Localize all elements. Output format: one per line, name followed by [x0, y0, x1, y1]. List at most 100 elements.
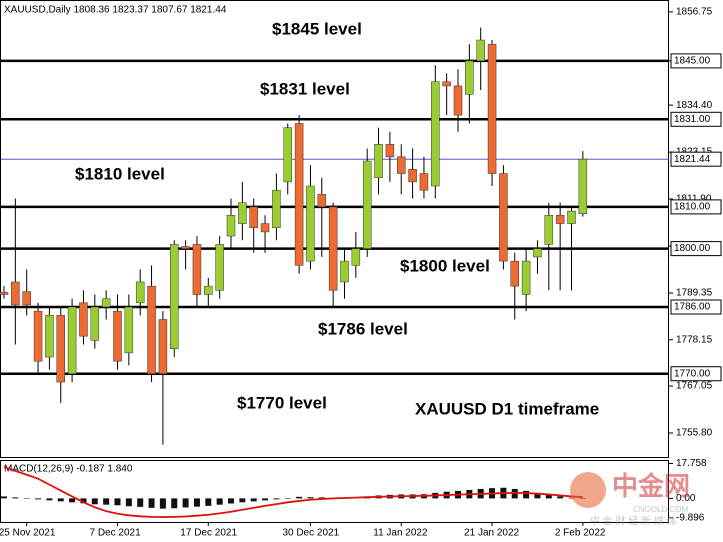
level-text: $1831 level: [260, 79, 350, 98]
macd-bar: [35, 498, 42, 500]
macd-bar: [250, 498, 257, 502]
level-text: $1786 level: [318, 319, 408, 338]
candle-body: [45, 315, 54, 358]
watermark-icon: [570, 472, 606, 508]
macd-bar: [103, 498, 110, 505]
x-tick-label: 7 Dec 2021: [90, 528, 142, 539]
candle-body: [79, 302, 88, 337]
macd-bar: [23, 498, 30, 499]
macd-bar: [239, 498, 246, 503]
level-label-box: [670, 199, 722, 215]
last-price-label: 1821.44: [674, 154, 711, 165]
macd-bar: [307, 497, 314, 499]
level-label-box: [670, 53, 722, 69]
macd-bar: [216, 498, 223, 505]
x-tick-label: 17 Dec 2021: [180, 528, 237, 539]
macd-bar: [182, 498, 189, 508]
candle-body: [555, 214, 565, 224]
candle-body: [419, 173, 429, 191]
macd-bar: [80, 498, 87, 504]
macd-bar: [91, 498, 98, 505]
x-tick-label: 21 Jan 2022: [464, 528, 519, 539]
candle-body: [397, 156, 406, 174]
candle-body: [510, 260, 519, 287]
macd-bar: [1, 496, 7, 499]
macd-y-tick-label: 0.00: [676, 493, 696, 504]
candle-body: [215, 244, 224, 291]
macd-bar: [57, 498, 64, 502]
candle-body: [124, 306, 134, 354]
macd-bar: [159, 498, 166, 509]
macd-bar: [171, 498, 178, 509]
macd-bar: [296, 496, 303, 499]
level-label: 1831.00: [674, 114, 711, 125]
y-tick-label: 1856.75: [676, 7, 713, 18]
candle-body: [260, 223, 270, 233]
candle-body: [67, 306, 77, 374]
candle-body: [90, 306, 100, 341]
candle-body: [340, 260, 349, 283]
level-label-box: [670, 366, 722, 382]
macd-bar: [148, 498, 155, 508]
candle-body: [578, 158, 588, 214]
candle-body: [487, 43, 497, 174]
macd-bar: [46, 498, 53, 501]
macd-bar: [284, 497, 291, 499]
candle-body: [499, 173, 508, 262]
candle-body: [158, 319, 168, 374]
y-tick-label: 1755.80: [676, 428, 713, 439]
macd-bar: [523, 490, 530, 499]
level-label: 1800.00: [674, 243, 711, 254]
macd-bar: [557, 496, 564, 499]
macd-y-tick-label: 17.758: [676, 458, 707, 469]
level-text: $1800 level: [400, 256, 490, 275]
x-tick-label: 30 Dec 2021: [282, 528, 339, 539]
level-label-box: [670, 241, 722, 257]
level-label: 1786.00: [674, 302, 711, 313]
annotation: XAUUSD D1 timeframe: [415, 399, 599, 418]
candle-body: [306, 185, 315, 262]
candle-body: [147, 285, 156, 374]
candle-body: [567, 210, 576, 224]
level-label-box: [670, 111, 722, 127]
macd-bar: [205, 498, 212, 506]
candle-body: [272, 189, 281, 228]
macd-bar: [273, 498, 280, 500]
watermark-site: CNGOLD.COM: [633, 505, 688, 514]
level-label: 1770.00: [674, 368, 711, 379]
macd-bar: [318, 497, 325, 499]
candle-body: [362, 160, 372, 249]
candle-body: [192, 244, 202, 295]
macd-title: MACD(12,26,9) -0.187 1.840: [4, 464, 133, 475]
candle-body: [101, 298, 111, 308]
x-tick-label: 11 Jan 2022: [373, 528, 428, 539]
candle-body: [328, 206, 338, 291]
candle-body: [544, 214, 554, 245]
macd-y-tick-label: -9.896: [676, 513, 705, 524]
last-price-box: [670, 151, 722, 167]
candle-body: [56, 315, 65, 383]
macd-bar: [12, 497, 19, 499]
candle-body: [204, 285, 213, 295]
candle-body: [0, 292, 9, 295]
macd-bar: [193, 498, 200, 507]
candle-body: [181, 246, 190, 249]
watermark-tagline: 中 金 财 经 新 媒 体: [590, 515, 677, 528]
candle-body: [351, 248, 361, 266]
macd-signal: [3, 466, 583, 518]
macd-bar: [568, 497, 575, 499]
candle-body: [408, 169, 417, 183]
candle-body: [317, 194, 327, 208]
level-text: $1810 level: [75, 164, 165, 183]
y-tick-label: 1834.40: [676, 100, 713, 111]
macd-bar: [69, 498, 76, 503]
macd-bar: [545, 494, 552, 499]
candle-body: [374, 144, 383, 178]
candle-body: [226, 214, 236, 237]
macd-bar: [114, 498, 121, 506]
candle-body: [476, 39, 485, 62]
candle-body: [113, 310, 122, 362]
level-text: $1770 level: [237, 393, 327, 412]
watermark: 中金网 CNGOLD.COM 中 金 财 经 新 媒 体: [570, 471, 690, 528]
